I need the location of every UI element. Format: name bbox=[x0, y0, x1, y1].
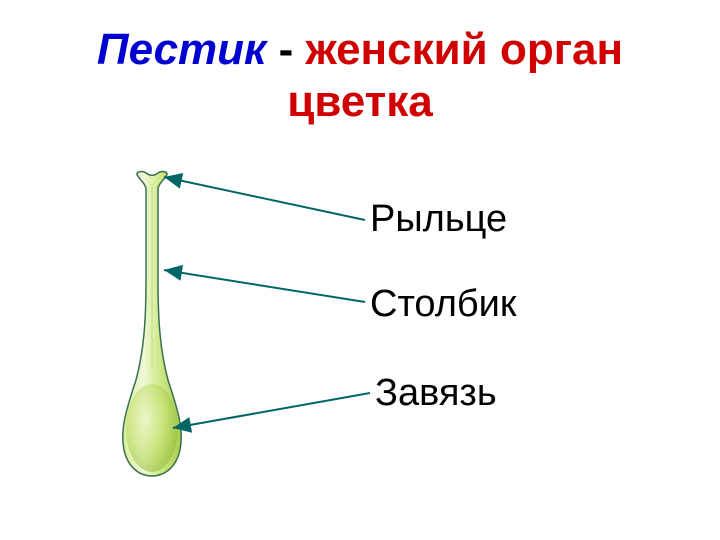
arrow-style bbox=[164, 270, 365, 302]
arrow-stigma bbox=[164, 177, 365, 220]
title-line-1: Пестик - женский орган bbox=[0, 25, 720, 75]
title-definition-2: цветка bbox=[0, 77, 720, 127]
label-ovary: Завязь bbox=[375, 372, 497, 415]
label-stigma: Рыльце bbox=[370, 198, 507, 241]
diagram-area: Рыльце Столбик Завязь bbox=[0, 150, 720, 540]
title-dash: - bbox=[266, 25, 305, 74]
diagram-title: Пестик - женский орган цветка bbox=[0, 25, 720, 127]
title-definition-1: женский орган bbox=[305, 25, 623, 74]
arrows-layer bbox=[0, 150, 720, 540]
title-subject: Пестик bbox=[97, 25, 266, 74]
arrow-ovary bbox=[173, 393, 370, 428]
label-style: Столбик bbox=[370, 283, 517, 326]
